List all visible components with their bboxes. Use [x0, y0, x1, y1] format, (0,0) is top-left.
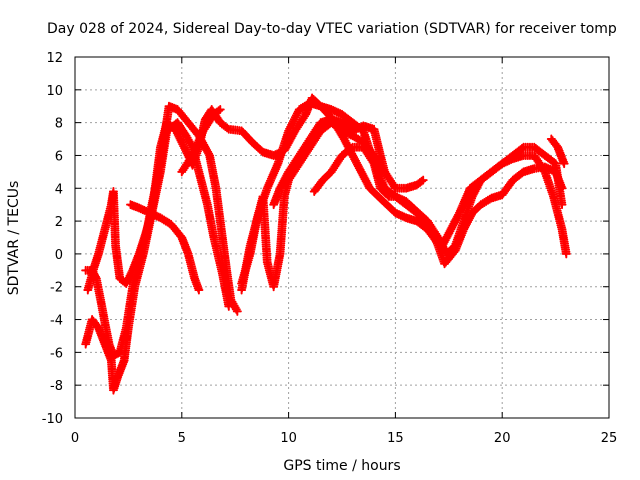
data-point — [224, 301, 234, 311]
y-tick-label: -6 — [50, 346, 63, 361]
x-tick-label: 0 — [71, 431, 79, 446]
series-arc-7 — [237, 118, 428, 292]
data-point — [418, 175, 428, 185]
series-arc-2 — [81, 118, 234, 395]
x-tick-label: 5 — [178, 431, 186, 446]
data-point — [559, 159, 569, 169]
chart-title: Day 028 of 2024, Sidereal Day-to-day VTE… — [47, 21, 617, 37]
y-tick-label: 2 — [55, 215, 63, 230]
x-tick-label: 15 — [387, 431, 404, 446]
y-tick-label: 8 — [55, 117, 63, 132]
data-point — [557, 183, 567, 193]
data-point — [380, 167, 390, 177]
series-arc-5 — [177, 105, 225, 177]
data-point — [557, 200, 567, 210]
y-tick-label: 4 — [55, 182, 63, 197]
data-point — [232, 306, 242, 316]
y-axis-label: SDTVAR / TECUs — [6, 181, 22, 296]
y-tick-label: 6 — [55, 149, 63, 164]
y-tick-label: -10 — [42, 412, 63, 427]
series-arc-4 — [126, 200, 204, 295]
x-axis: 0 5 10 15 20 25 — [71, 57, 617, 446]
series-arc-8 — [269, 114, 390, 210]
x-axis-label: GPS time / hours — [283, 458, 400, 474]
x-tick-label: 20 — [494, 431, 511, 446]
x-tick-label: 25 — [601, 431, 618, 446]
y-tick-label: -4 — [50, 314, 63, 329]
plot-frame — [74, 56, 610, 419]
y-tick-label: -8 — [50, 379, 63, 394]
series-arc-10 — [546, 134, 569, 169]
data-point — [561, 249, 571, 259]
x-tick-label: 10 — [280, 431, 297, 446]
y-tick-label: 12 — [46, 51, 63, 66]
data-point — [215, 105, 225, 115]
series-arc-9 — [309, 142, 567, 269]
data-series — [81, 93, 571, 395]
y-axis: -10 -8 -6 -4 -2 0 2 4 6 8 10 12 — [42, 51, 609, 427]
data-point — [194, 285, 204, 295]
y-tick-label: 0 — [55, 248, 63, 263]
y-tick-label: 10 — [46, 84, 63, 99]
y-tick-label: -2 — [50, 281, 63, 296]
